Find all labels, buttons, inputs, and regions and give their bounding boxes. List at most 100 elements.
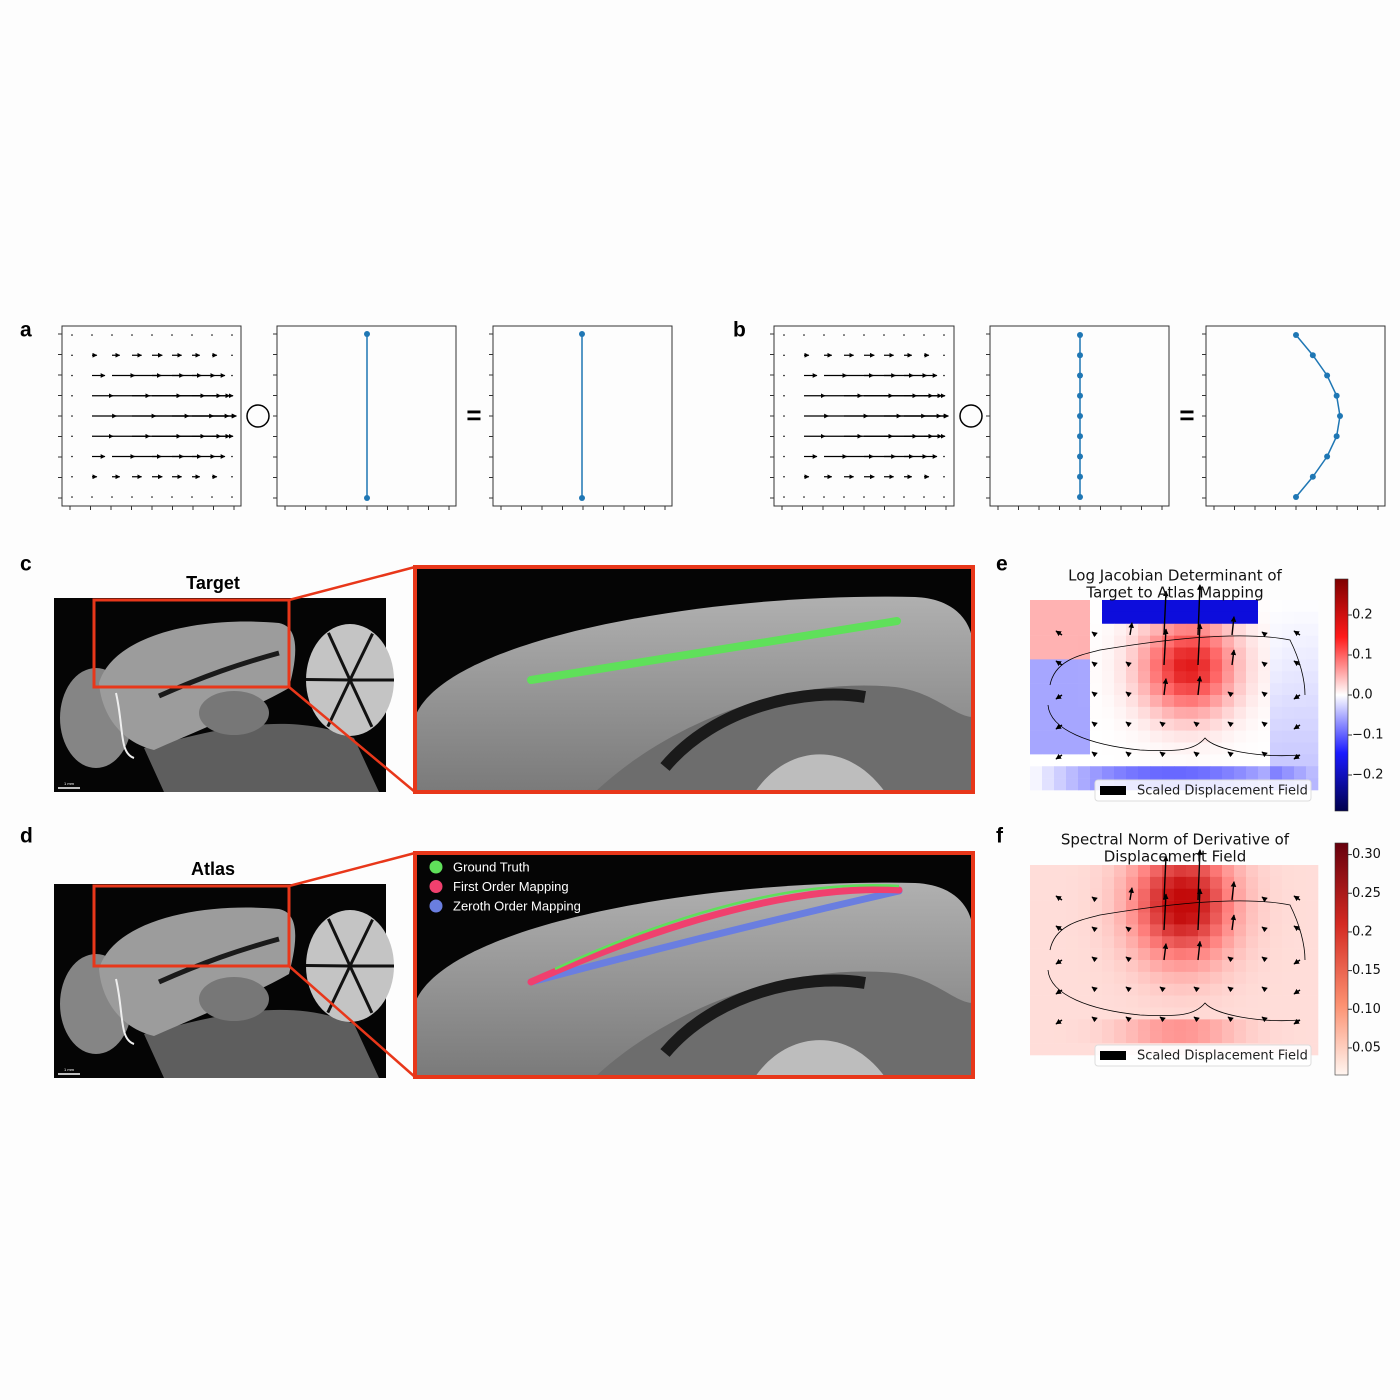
heat-cell (1258, 1019, 1271, 1032)
heat-cell (1270, 600, 1283, 613)
curve-point (1077, 494, 1083, 500)
quiver-dot (783, 374, 785, 377)
heat-cell (1234, 766, 1247, 779)
heat-cell (1246, 983, 1259, 996)
heat-cell (1030, 948, 1043, 961)
heat-cell (1066, 912, 1079, 925)
white-matter (595, 971, 973, 1077)
heat-cell (1282, 900, 1295, 913)
curve-point (1324, 453, 1331, 460)
heat-cell (1234, 611, 1247, 625)
quiver-dot (231, 475, 233, 478)
heat-cell (1282, 865, 1295, 878)
heat-cell (1174, 647, 1187, 660)
quiver-dot (923, 496, 925, 498)
heat-cell (1234, 865, 1247, 878)
heat-cell (1186, 647, 1199, 660)
heat-cell (1258, 983, 1271, 996)
heat-cell (1198, 900, 1211, 913)
heat-cell (1306, 706, 1319, 720)
heat-cell (1246, 611, 1259, 625)
heat-cell (1066, 706, 1079, 720)
quiver-arrow (1227, 986, 1234, 993)
heat-cell (1078, 683, 1091, 696)
heat-cell (1150, 971, 1163, 985)
zoom-box (92, 598, 291, 689)
legend-box (1094, 1044, 1312, 1067)
heat-cell (1270, 706, 1283, 720)
heat-cell (1282, 659, 1295, 672)
quiver-dot (151, 334, 153, 336)
heat-cell (1054, 1043, 1067, 1056)
heat-cell (1198, 611, 1211, 625)
heat-cell (1246, 924, 1259, 937)
heat-cell (1258, 635, 1271, 648)
heat-cell (1270, 995, 1283, 1008)
heat-cell (1090, 659, 1103, 672)
heat-cell (1270, 936, 1283, 949)
heat-cell (1042, 995, 1055, 1008)
zoom-connector (288, 686, 416, 793)
heat-cell (1174, 971, 1187, 985)
heat-cell (1162, 1031, 1175, 1044)
heat-cell (1246, 948, 1259, 961)
heat-cell (1246, 876, 1259, 890)
heat-cell (1198, 647, 1211, 660)
heat-cell (1174, 888, 1187, 901)
hippocampus (157, 650, 280, 699)
heat-cell (1090, 995, 1103, 1008)
quiver-arrow (1125, 956, 1132, 963)
heat-cell (1294, 635, 1307, 648)
heat-cell (1306, 1019, 1319, 1032)
heat-cell (1210, 659, 1223, 672)
heat-cell (1306, 671, 1319, 684)
heat-cell (1030, 742, 1043, 755)
heat-cell (1306, 718, 1319, 731)
heat-cell (1066, 971, 1079, 985)
folia (348, 965, 374, 1014)
heat-cell (1114, 695, 1127, 708)
legend-label: Zeroth Order Mapping (453, 898, 581, 913)
quiver-dot (231, 354, 233, 357)
zoom-frame (413, 851, 975, 1079)
heat-cell (1138, 971, 1151, 985)
heat-cell (1174, 1007, 1187, 1020)
quiver-arrow (1055, 1018, 1063, 1025)
heat-cell (1066, 600, 1079, 613)
heat-cell (1246, 754, 1259, 767)
colorbar-tick-label: 0.2 (1352, 608, 1373, 623)
heat-cell (1282, 730, 1295, 743)
heat-cell (1162, 671, 1175, 684)
heat-cell (1222, 623, 1235, 636)
quiver-arrow (1227, 956, 1234, 963)
heat-cell (1210, 983, 1223, 996)
heat-cell (1042, 623, 1055, 636)
heat-cell (1162, 876, 1175, 890)
heat-cell (1186, 876, 1199, 890)
heat-cell (1174, 936, 1187, 949)
heat-cell (1102, 718, 1115, 731)
quiver-arrow (1196, 940, 1203, 961)
heat-cell (1258, 1031, 1271, 1044)
quiver-arrow (1293, 895, 1301, 902)
quiver-arrow (1091, 631, 1098, 638)
heat-cell (1270, 718, 1283, 731)
heat-cell (1282, 912, 1295, 925)
heat-cell (1210, 611, 1223, 625)
heat-cell (1222, 995, 1235, 1008)
heat-cell (1114, 995, 1127, 1008)
heat-cell (1198, 659, 1211, 672)
heat-cell (1126, 1019, 1139, 1032)
quiver-dot (91, 496, 93, 498)
heat-cell (1210, 888, 1223, 901)
heat-cell (1054, 1007, 1067, 1020)
quiver-dot (171, 496, 173, 498)
heat-cell (1186, 1019, 1199, 1032)
heat-cell (1294, 695, 1307, 708)
heat-cell (1306, 754, 1319, 767)
heat-cell (1306, 948, 1319, 961)
heat-cell (1042, 960, 1055, 973)
heat-cell (1138, 1007, 1151, 1020)
heat-cell (1126, 924, 1139, 937)
heat-cell (1042, 600, 1055, 613)
